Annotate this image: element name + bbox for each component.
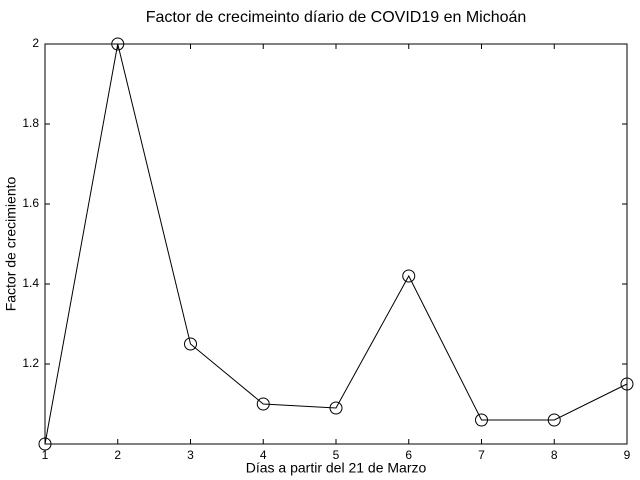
data-line [44, 43, 628, 445]
y-tick-label: 2 [32, 36, 39, 50]
x-tick-label: 3 [187, 448, 194, 462]
x-axis-label: Días a partir del 21 de Marzo [246, 460, 427, 476]
y-tick-label: 1.8 [22, 116, 39, 130]
y-tick-label: 1.4 [22, 276, 39, 290]
data-point [111, 37, 125, 51]
x-tick-label: 9 [624, 448, 631, 462]
y-axis-label: Factor de crecimiento [3, 176, 19, 311]
x-tick-label: 2 [114, 448, 121, 462]
x-tick-label: 1 [42, 448, 49, 462]
data-point [547, 413, 561, 427]
chart-title: Factor de crecimeinto díario de COVID19 … [146, 9, 527, 26]
data-point [329, 401, 343, 415]
x-tick-label: 5 [333, 448, 340, 462]
x-tick-label: 7 [478, 448, 485, 462]
data-point [475, 413, 488, 427]
x-tick-label: 4 [260, 448, 267, 462]
data-point [620, 377, 634, 391]
data-point [184, 337, 197, 351]
x-tick-label: 6 [405, 448, 412, 462]
y-tick-label: 1.6 [22, 196, 39, 210]
data-point [38, 437, 52, 451]
data-point [256, 397, 270, 411]
y-tick-label: 1.2 [22, 356, 39, 370]
data-point [402, 269, 416, 283]
x-tick-label: 8 [551, 448, 558, 462]
